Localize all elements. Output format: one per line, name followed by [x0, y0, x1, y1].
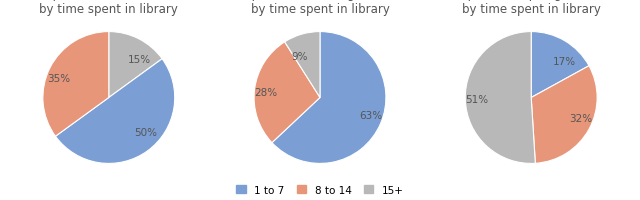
Text: 63%: 63% — [359, 110, 383, 120]
Wedge shape — [285, 32, 320, 98]
Wedge shape — [531, 66, 597, 163]
Text: 50%: 50% — [134, 128, 157, 137]
Text: 28%: 28% — [254, 88, 278, 98]
Wedge shape — [272, 32, 386, 164]
Title: Proportion of all students
by time spent in library: Proportion of all students by time spent… — [35, 0, 183, 16]
Text: 35%: 35% — [47, 74, 70, 84]
Wedge shape — [109, 32, 162, 98]
Title: Proportion of postgraduates
by time spent in library: Proportion of postgraduates by time spen… — [449, 0, 614, 16]
Wedge shape — [465, 32, 535, 164]
Legend: 1 to 7, 8 to 14, 15+: 1 to 7, 8 to 14, 15+ — [236, 185, 404, 195]
Wedge shape — [531, 32, 589, 98]
Text: 9%: 9% — [292, 52, 308, 62]
Wedge shape — [43, 32, 109, 137]
Text: 15%: 15% — [128, 55, 152, 65]
Wedge shape — [56, 59, 175, 164]
Title: Proportion of undergraduates
by time spent in library: Proportion of undergraduates by time spe… — [233, 0, 407, 16]
Wedge shape — [254, 43, 320, 143]
Text: 17%: 17% — [553, 56, 576, 66]
Text: 51%: 51% — [465, 94, 488, 104]
Text: 32%: 32% — [569, 114, 592, 124]
